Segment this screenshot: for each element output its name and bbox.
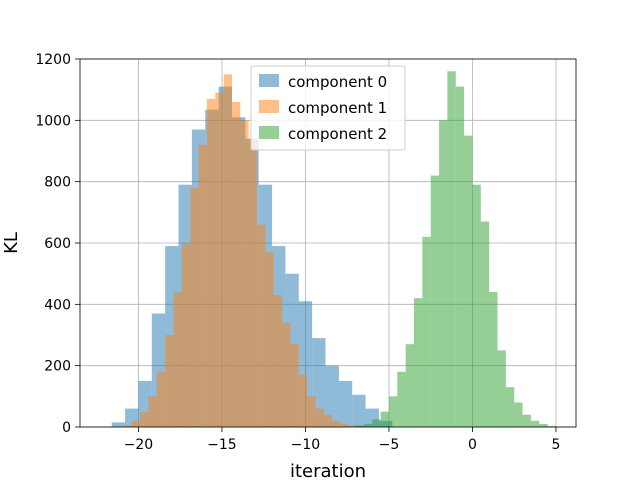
- histogram-bar: [363, 423, 373, 427]
- x-tick-label: 0: [468, 437, 477, 453]
- histogram-bar: [355, 425, 364, 427]
- x-axis-label: iteration: [290, 461, 366, 480]
- legend-swatch: [259, 74, 279, 87]
- histogram-bar: [414, 298, 423, 427]
- histogram-bar: [257, 224, 266, 427]
- axis-ticks: −20 −15 −10 −5 0 5 0 200 400 600 800 1000 1200: [35, 52, 560, 453]
- histogram-bar: [405, 344, 415, 427]
- legend: component 0 component 1 component 2: [250, 65, 406, 151]
- histogram-bar: [439, 120, 448, 427]
- y-tick-label: 200: [44, 359, 71, 375]
- legend-label: component 0: [288, 73, 387, 91]
- histogram-bar: [123, 425, 132, 427]
- legend-swatch: [259, 126, 279, 139]
- histogram-bar: [248, 138, 258, 427]
- legend-label: component 2: [288, 125, 387, 143]
- histogram-bar: [206, 98, 216, 427]
- histogram-bar: [530, 420, 540, 427]
- histogram-bar: [422, 236, 431, 427]
- histogram-bar: [514, 402, 523, 427]
- histogram-bar: [307, 396, 316, 427]
- histogram-bar: [464, 135, 473, 427]
- histogram-bar: [140, 411, 149, 427]
- histogram-bar: [165, 335, 174, 427]
- histogram-bar: [223, 74, 232, 427]
- legend-swatch: [259, 100, 279, 113]
- y-tick-label: 600: [44, 236, 71, 252]
- x-tick-label: −10: [291, 437, 321, 453]
- histogram-bar: [315, 408, 324, 427]
- histogram-bar: [430, 175, 440, 427]
- histogram-bar: [472, 184, 481, 427]
- histogram-bar: [190, 187, 199, 427]
- histogram-bar: [298, 374, 308, 427]
- x-tick-label: −5: [379, 437, 400, 453]
- histogram-bar: [131, 420, 141, 427]
- histogram-bar: [447, 71, 456, 428]
- histogram-bar: [111, 422, 126, 427]
- histogram-bar: [480, 221, 490, 427]
- y-tick-label: 1000: [35, 113, 71, 129]
- histogram-bar: [455, 86, 465, 427]
- y-tick-label: 800: [44, 175, 71, 191]
- series-1-bars: [123, 74, 366, 427]
- x-tick-label: −15: [207, 437, 237, 453]
- histogram-bar: [148, 396, 157, 427]
- histogram-bar: [348, 425, 358, 427]
- legend-label: component 1: [288, 99, 387, 117]
- histogram-bar: [397, 371, 406, 427]
- histogram-bar: [505, 387, 515, 427]
- histogram-bar: [231, 101, 241, 427]
- y-axis-label: KL: [1, 232, 22, 254]
- x-tick-label: −20: [124, 437, 154, 453]
- histogram-bar: [265, 252, 274, 427]
- histogram-bar: [273, 295, 283, 427]
- histogram-bar: [547, 426, 556, 427]
- legend-box: [250, 65, 406, 151]
- y-tick-label: 0: [62, 420, 71, 436]
- histogram-bar: [290, 344, 299, 427]
- histogram-bar: [338, 381, 353, 427]
- histogram-bar: [539, 423, 548, 427]
- histogram-bar: [372, 419, 381, 427]
- y-tick-label: 400: [44, 297, 71, 313]
- series-2-bars: [355, 71, 556, 428]
- histogram-bar: [156, 371, 166, 427]
- histogram-bar: [522, 414, 531, 427]
- histogram-bar: [173, 292, 182, 427]
- histogram-bar: [282, 322, 291, 427]
- x-tick-label: 5: [551, 437, 560, 453]
- histogram-bar: [352, 394, 366, 427]
- histogram-bar: [497, 350, 506, 427]
- histogram-bar: [489, 292, 498, 427]
- histogram-bar: [181, 243, 191, 427]
- histogram-bar: [388, 396, 398, 427]
- histogram-bar: [380, 411, 389, 427]
- histogram-bar: [215, 92, 224, 427]
- histogram-bar: [240, 120, 249, 427]
- histogram-bar: [323, 414, 333, 427]
- histogram-bar: [332, 420, 341, 427]
- histogram-bar: [340, 423, 349, 427]
- histogram-bar: [198, 144, 207, 427]
- y-tick-label: 1200: [35, 52, 71, 68]
- histogram-bar: [325, 365, 339, 427]
- histogram-bars: [111, 71, 556, 428]
